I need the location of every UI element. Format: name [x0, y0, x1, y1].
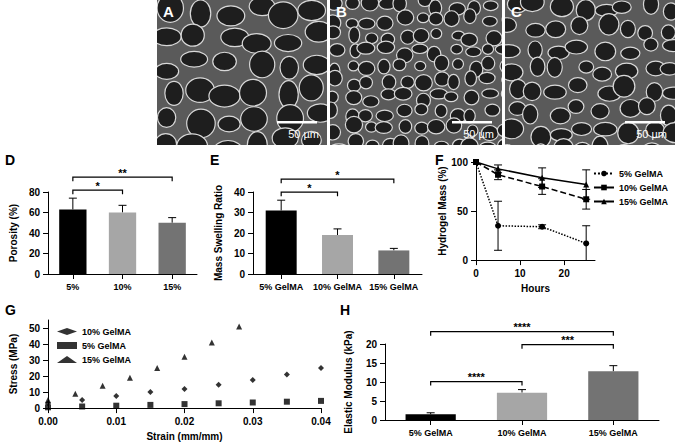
svg-text:0: 0 [371, 415, 377, 426]
svg-text:40: 40 [234, 187, 246, 198]
svg-text:20: 20 [29, 371, 41, 382]
svg-text:50 µm: 50 µm [288, 128, 319, 140]
svg-text:0: 0 [34, 269, 40, 280]
svg-text:5: 5 [371, 396, 377, 407]
svg-text:30: 30 [234, 207, 246, 218]
svg-text:A: A [163, 3, 174, 20]
svg-text:40: 40 [29, 228, 41, 239]
svg-text:80: 80 [29, 187, 41, 198]
svg-text:50 µm: 50 µm [636, 128, 667, 140]
svg-text:10%: 10% [114, 282, 132, 292]
svg-text:Stress (MPa): Stress (MPa) [8, 334, 19, 395]
svg-text:5% GelMA: 5% GelMA [259, 282, 304, 292]
svg-text:10% GelMA: 10% GelMA [313, 282, 363, 292]
svg-text:50 µm: 50 µm [463, 128, 494, 140]
svg-text:Strain (mm/mm): Strain (mm/mm) [146, 431, 222, 442]
svg-text:15%: 15% [163, 282, 181, 292]
svg-text:50: 50 [457, 206, 469, 217]
svg-text:15% GelMA: 15% GelMA [369, 282, 419, 292]
svg-text:20: 20 [366, 339, 378, 350]
svg-text:5% GelMA: 5% GelMA [82, 341, 127, 351]
svg-text:Elastic Modulus (kPa): Elastic Modulus (kPa) [343, 330, 354, 433]
svg-text:10: 10 [366, 377, 378, 388]
svg-text:15% GelMA: 15% GelMA [82, 355, 132, 365]
svg-text:20: 20 [29, 248, 41, 259]
svg-text:15% GelMA: 15% GelMA [619, 197, 669, 207]
svg-text:0.02: 0.02 [175, 416, 195, 427]
svg-text:****: **** [513, 321, 531, 333]
svg-text:0.00: 0.00 [38, 416, 58, 427]
svg-text:5% GelMA: 5% GelMA [619, 169, 664, 179]
svg-text:**: ** [118, 167, 127, 179]
svg-text:10: 10 [234, 248, 246, 259]
svg-text:30: 30 [29, 355, 41, 366]
svg-text:E: E [210, 152, 219, 168]
svg-text:B: B [336, 3, 347, 20]
svg-text:15% GelMA: 15% GelMA [589, 428, 639, 438]
svg-text:10: 10 [515, 268, 527, 279]
svg-text:20: 20 [234, 228, 246, 239]
svg-text:0.03: 0.03 [243, 416, 263, 427]
svg-text:5% GelMA: 5% GelMA [409, 428, 454, 438]
svg-text:*: * [307, 182, 312, 194]
svg-text:5%: 5% [66, 282, 79, 292]
svg-text:20: 20 [559, 268, 571, 279]
svg-text:100: 100 [451, 157, 468, 168]
svg-text:*: * [96, 180, 101, 192]
svg-text:0: 0 [239, 269, 245, 280]
svg-text:0.01: 0.01 [107, 416, 127, 427]
svg-text:H: H [340, 302, 350, 318]
svg-text:***: *** [561, 334, 575, 346]
svg-text:50: 50 [29, 323, 41, 334]
svg-text:60: 60 [29, 207, 41, 218]
svg-text:40: 40 [29, 339, 41, 350]
svg-text:G: G [5, 302, 16, 318]
svg-text:Porosity (%): Porosity (%) [8, 204, 19, 262]
svg-text:0: 0 [34, 403, 40, 414]
svg-text:0.04: 0.04 [311, 416, 331, 427]
svg-text:*: * [335, 169, 340, 181]
svg-text:F: F [435, 152, 444, 168]
svg-text:10: 10 [29, 387, 41, 398]
svg-text:10% GelMA: 10% GelMA [82, 327, 132, 337]
svg-text:0: 0 [473, 268, 479, 279]
svg-text:****: **** [468, 371, 486, 383]
svg-text:D: D [5, 152, 15, 168]
svg-text:10% GelMA: 10% GelMA [619, 183, 669, 193]
svg-text:Hours: Hours [521, 283, 550, 294]
svg-text:10% GelMA: 10% GelMA [497, 428, 547, 438]
svg-text:Hydrogel Mass (%): Hydrogel Mass (%) [437, 166, 448, 255]
svg-text:0: 0 [462, 255, 468, 266]
svg-text:15: 15 [366, 358, 378, 369]
svg-text:C: C [511, 3, 522, 20]
svg-text:Mass Swelling Ratio: Mass Swelling Ratio [213, 185, 224, 281]
